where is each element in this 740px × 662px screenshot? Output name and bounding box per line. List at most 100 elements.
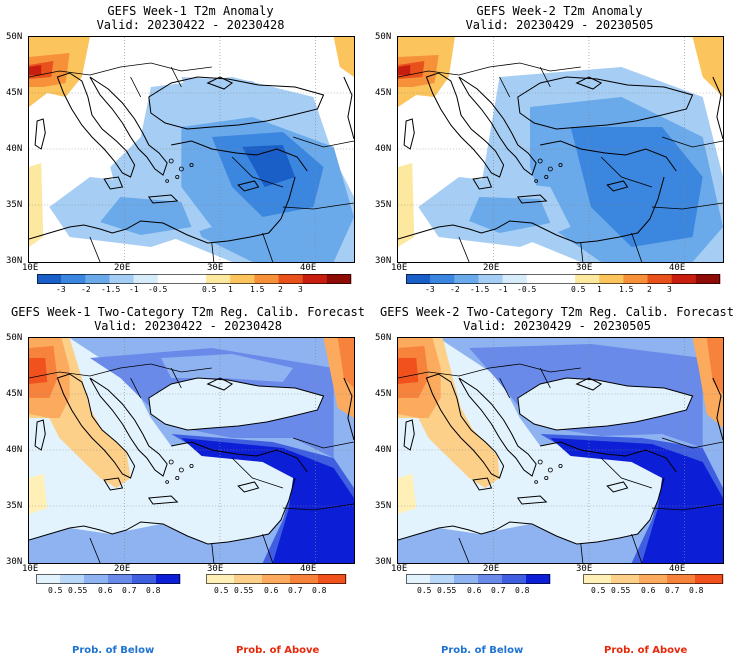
panel2-lat-label-40: 40N [375,144,392,154]
panel2-colorbar [406,274,721,284]
panel2-lon-label-40: 40E [669,263,686,273]
colorbar-swatch [526,574,551,584]
colorbar-outline [406,574,550,584]
colorbar-swatch [61,274,86,284]
panel3-lat-label-30: 30N [6,557,23,567]
colorbar-swatch [454,274,479,284]
panel1-title-line1: GEFS Week-1 T2m Anomaly [107,4,274,18]
panel4-above-label: 0.8 [689,586,704,595]
panel3-above-label: 0.8 [312,586,327,595]
colorbar-swatch [230,274,255,284]
panel1-lat-label-40: 40N [6,144,23,154]
colorbar-swatch [181,274,207,284]
panel4-below-label: 0.6 [467,586,482,595]
colorbar-swatch [85,274,110,284]
panel3-below-label: 0.55 [68,586,88,595]
panel1-anomaly-map [28,36,355,263]
panel2-lat-label-30: 30N [375,256,392,266]
colorbar-swatch [60,574,85,584]
panel3-below-label: 0.5 [48,586,63,595]
panel2-cbar-label: 1 [597,285,602,294]
panel1-cbar-label: 1.5 [250,285,265,294]
colorbar-swatch [326,274,352,284]
panel4-below-label: 0.7 [491,586,506,595]
panel2-cbar-label: 3 [667,285,672,294]
panel1-cbar-label: -0.5 [148,285,168,294]
panel2-title-line2: Valid: 20230429 - 20230505 [465,18,654,32]
panel4-prob-above-caption: Prob. of Above [604,645,688,656]
colorbar-swatch [430,574,455,584]
panel3-lon-label-40: 40E [300,564,317,574]
panel3-lat-label-50: 50N [6,333,23,343]
panel1-cbar-label: -3 [56,285,66,294]
panel4-lon-label-30: 30E [576,564,593,574]
colorbar-outline [36,574,180,584]
panel4-above-label: 0.7 [665,586,680,595]
panel2-lat-label-45: 45N [375,88,392,98]
panel2-title-line1: GEFS Week-2 T2m Anomaly [476,4,643,18]
panel3-title-line1: GEFS Week-1 Two-Category T2m Reg. Calib.… [10,305,365,319]
panel4-title-line2: Valid: 20230429 - 20230505 [463,319,651,333]
panel1-lat-label-30: 30N [6,256,23,266]
panel3-lon-label-30: 30E [207,564,224,574]
panel2-cbar-label: -3 [425,285,435,294]
panel3-above-label: 0.55 [234,586,254,595]
panel1-lat-label-35: 35N [6,200,23,210]
colorbar-swatch [671,274,697,284]
colorbar-swatch [430,274,455,284]
panel3-lat-label-45: 45N [6,389,23,399]
panel4-lat-label-35: 35N [375,501,392,511]
colorbar-swatch [611,574,640,584]
panel4-prob-below-caption: Prob. of Below [441,645,524,656]
panel3-title-line2: Valid: 20230422 - 20230428 [94,319,282,333]
panel3-above-colorbar [206,574,347,584]
panel3-prob-above-caption: Prob. of Above [236,645,320,656]
panel3-above-label: 0.6 [264,586,279,595]
panel4-probability-map [397,337,724,564]
panel2-lon-label-10: 10E [391,263,408,273]
colorbar-swatch [647,274,672,284]
panel2-cbar-label: 0.5 [571,285,586,294]
colorbar-swatch [639,574,668,584]
colorbar-swatch [290,574,319,584]
colorbar-swatch [132,574,157,584]
panel3-above-label: 0.7 [288,586,303,595]
panel1-title-line2: Valid: 20230422 - 20230428 [96,18,285,32]
colorbar-outline [583,574,723,584]
panel1-lon-label-40: 40E [300,263,317,273]
colorbar-swatch [157,274,183,284]
panel4-below-colorbar [406,574,551,584]
colorbar-swatch [36,574,61,584]
panel1-cbar-label: 2 [278,285,283,294]
panel3-lon-label-10: 10E [22,564,39,574]
panel1-lon-label-30: 30E [207,263,224,273]
colorbar-swatch [695,274,721,284]
panel1-lat-label-50: 50N [6,32,23,42]
panel2-anomaly-map [397,36,724,263]
colorbar-swatch [502,574,527,584]
panel2-lat-label-35: 35N [375,200,392,210]
colorbar-swatch [84,574,109,584]
panel4-above-label: 0.5 [591,586,606,595]
colorbar-swatch [108,574,133,584]
panel4-below-label: 0.55 [437,586,457,595]
colorbar-swatch [406,574,431,584]
colorbar-swatch [133,274,159,284]
colorbar-swatch [623,274,648,284]
colorbar-swatch [695,574,724,584]
panel2-cbar-label: -0.5 [517,285,537,294]
panel3-lon-label-20: 20E [114,564,131,574]
panel4-lat-label-45: 45N [375,389,392,399]
panel2-cbar-label: -1.5 [470,285,490,294]
colorbar-swatch [234,574,263,584]
panel2-cbar-label: 1.5 [619,285,634,294]
colorbar-swatch [254,274,279,284]
colorbar-outline [406,274,720,284]
panel3-above-label: 0.5 [214,586,229,595]
panel4-lon-label-10: 10E [391,564,408,574]
panel4-above-colorbar [583,574,724,584]
panel3-lat-label-35: 35N [6,501,23,511]
panel3-lat-label-40: 40N [6,445,23,455]
panel4-above-label: 0.55 [611,586,631,595]
panel4-lon-label-40: 40E [669,564,686,574]
